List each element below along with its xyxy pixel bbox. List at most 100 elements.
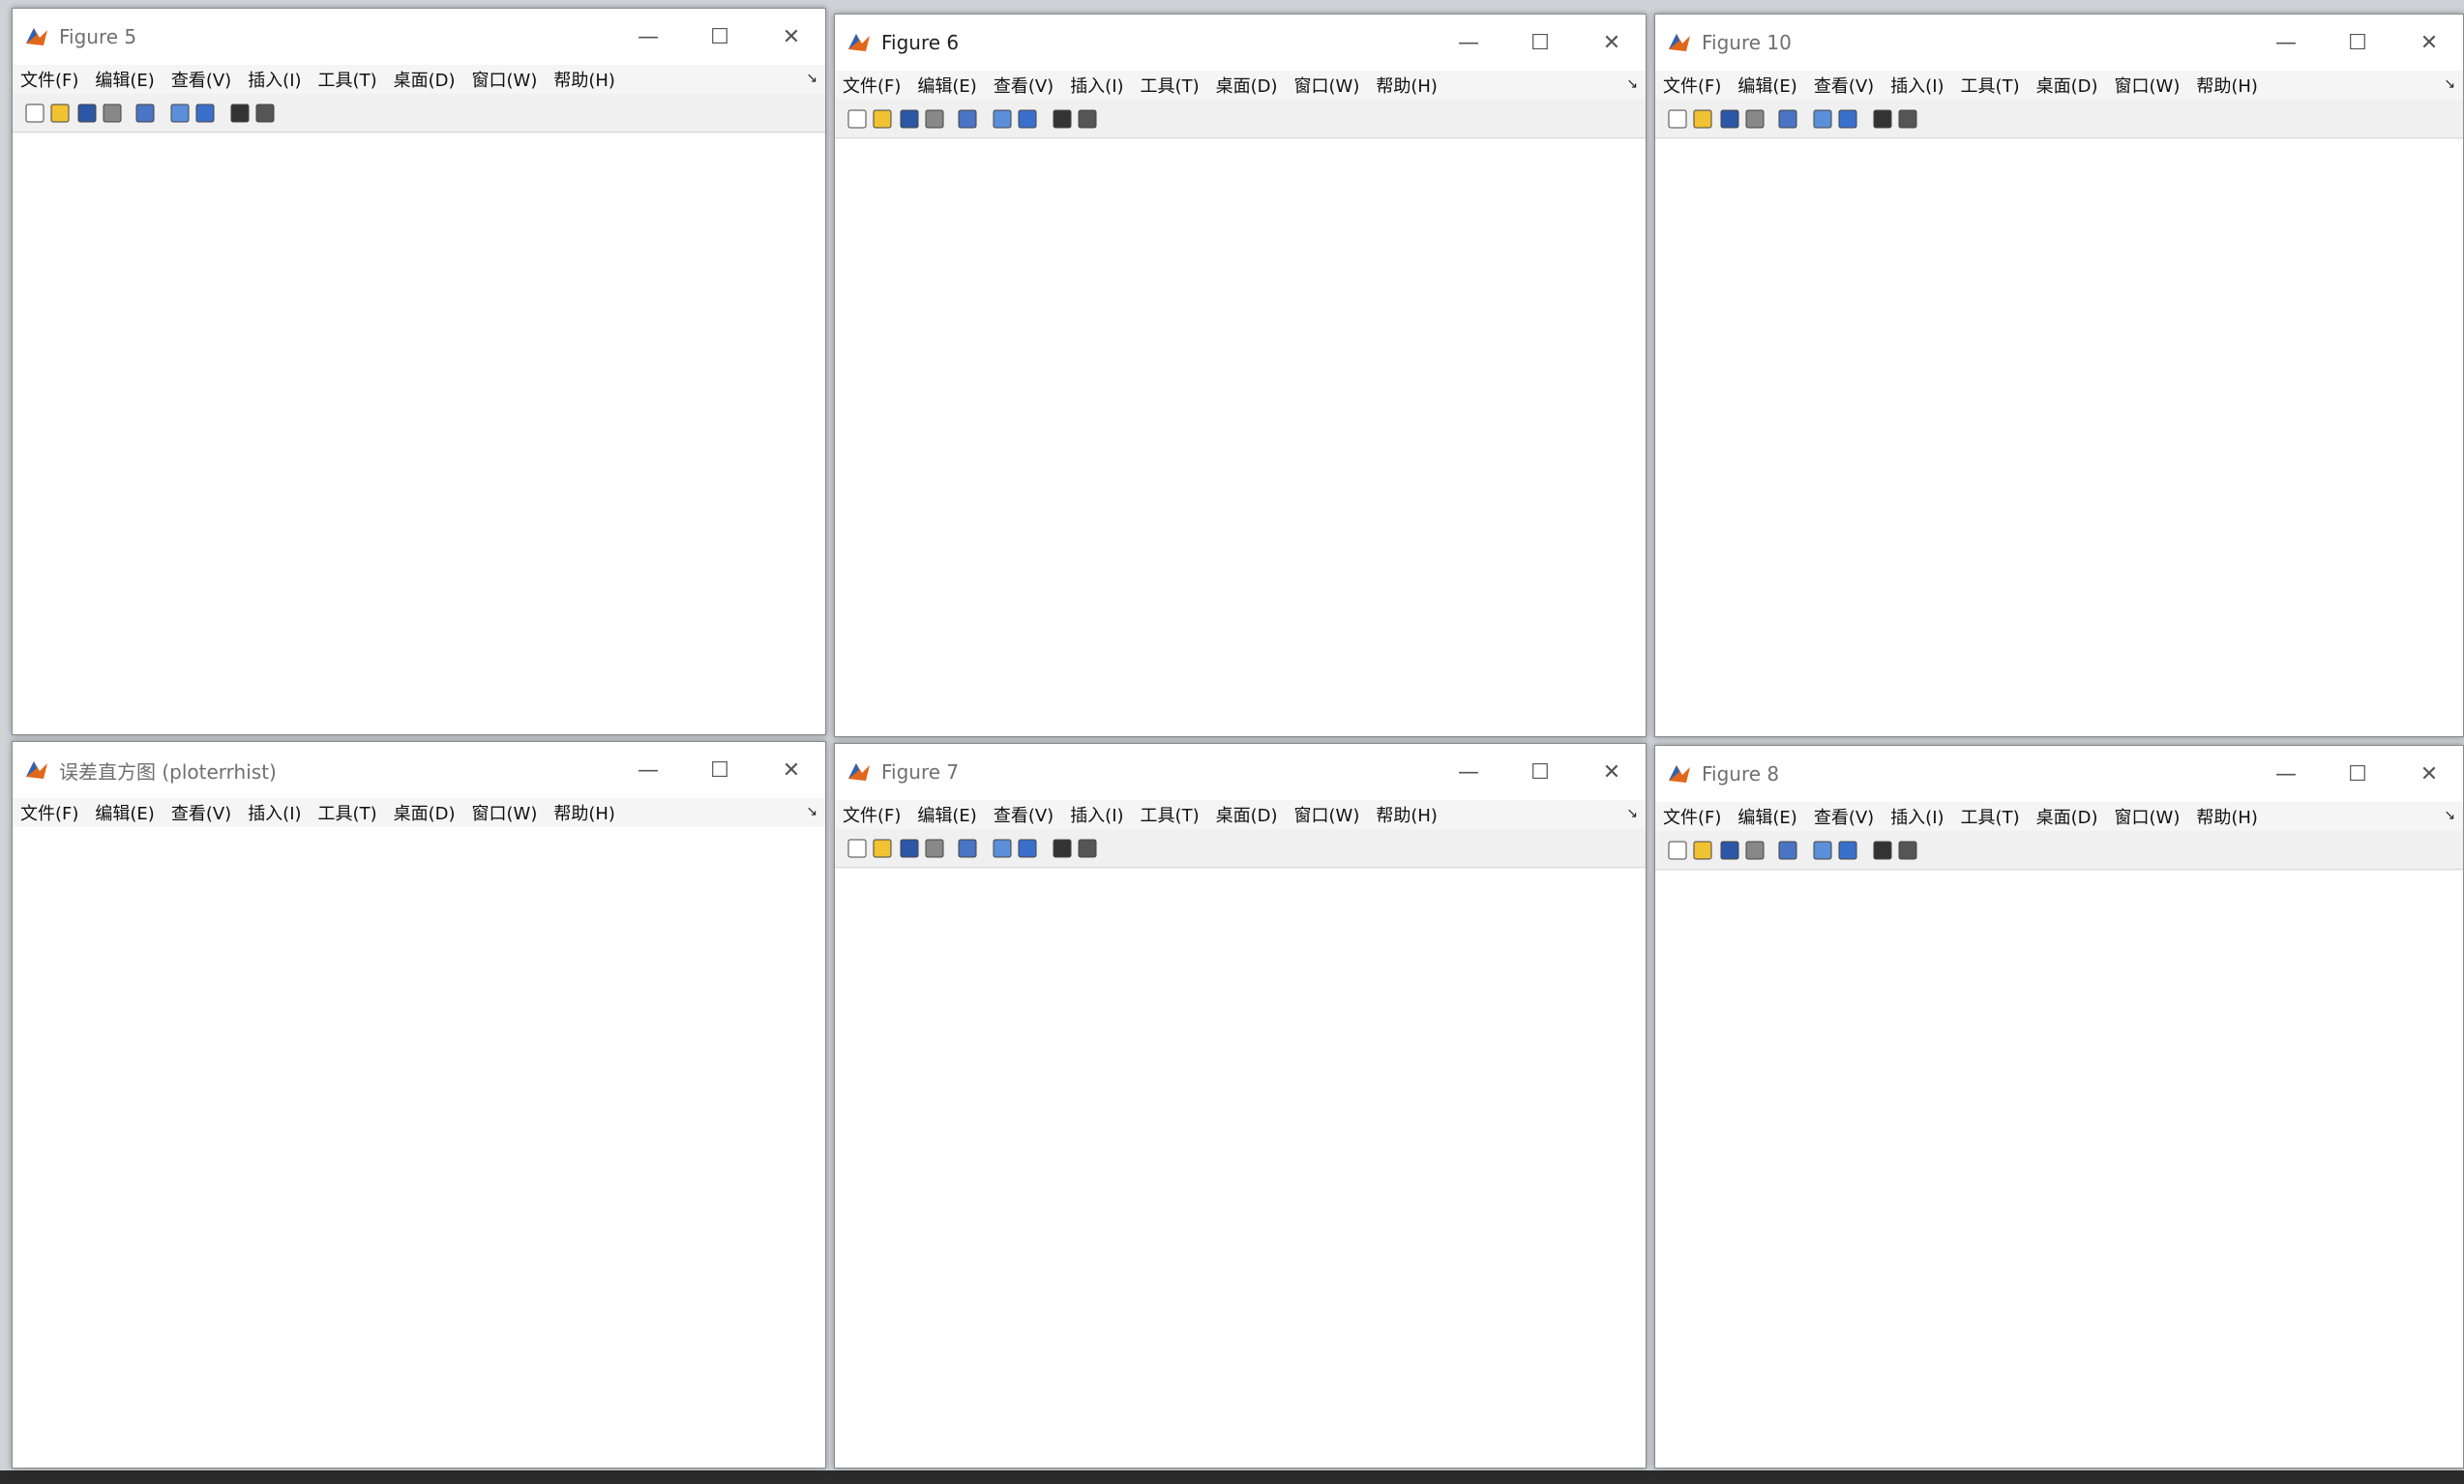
menu-item-5[interactable]: 桌面(D) (2035, 808, 2098, 828)
menu-item-0[interactable]: 文件(F) (1663, 808, 1722, 828)
menu-item-3[interactable]: 插入(I) (1890, 808, 1944, 828)
menu-item-2[interactable]: 查看(V) (993, 806, 1054, 826)
colorbar-icon[interactable] (1810, 838, 1835, 863)
minimize-button[interactable]: — (1458, 30, 1479, 55)
close-button[interactable]: ✕ (1602, 759, 1621, 785)
menu-item-6[interactable]: 窗口(W) (471, 804, 538, 824)
menu-item-1[interactable]: 编辑(E) (95, 71, 155, 91)
maximize-button[interactable]: ☐ (2348, 761, 2367, 787)
menu-item-6[interactable]: 窗口(W) (2114, 808, 2181, 828)
maximize-button[interactable]: ☐ (710, 24, 729, 49)
menu-overflow-arrow-icon[interactable]: ↘ (1626, 76, 1638, 92)
menu-item-5[interactable]: 桌面(D) (393, 71, 456, 91)
property-editor-icon[interactable] (252, 101, 278, 126)
menu-item-1[interactable]: 编辑(E) (1737, 76, 1797, 97)
menu-item-6[interactable]: 窗口(W) (471, 71, 538, 91)
new-file-icon[interactable] (845, 836, 870, 861)
close-button[interactable]: ✕ (2419, 30, 2439, 55)
menu-item-4[interactable]: 工具(T) (317, 71, 377, 91)
minimize-button[interactable]: — (1458, 759, 1479, 785)
figure7-titlebar[interactable]: 训练集效果图R2c=0.97864 RMSEC=0.51371024681012… (835, 744, 1646, 1352)
menu-item-7[interactable]: 帮助(H) (2196, 76, 2258, 97)
menu-item-2[interactable]: 查看(V) (993, 76, 1054, 97)
maximize-button[interactable]: ☐ (1530, 30, 1550, 55)
menu-item-4[interactable]: 工具(T) (1960, 808, 2020, 828)
menu-overflow-arrow-icon[interactable]: ↘ (1626, 806, 1638, 821)
pointer-icon[interactable] (1050, 836, 1075, 861)
new-file-icon[interactable] (845, 106, 870, 132)
menu-item-2[interactable]: 查看(V) (170, 71, 232, 91)
property-editor-icon[interactable] (1895, 106, 1920, 132)
print-icon[interactable] (1742, 106, 1767, 132)
open-folder-icon[interactable] (870, 836, 895, 861)
pointer-icon[interactable] (1870, 838, 1895, 863)
figure10-titlebar[interactable]: 所有样本拟合预测图R2p=0.93965 RMSEP=0.48796024681… (1655, 15, 2463, 623)
pointer-icon[interactable] (227, 101, 252, 126)
histogram-titlebar[interactable]: 具有 20 个 bin 的误差直方图01020304050-1.654-1.49… (13, 742, 825, 1449)
menu-item-0[interactable]: 文件(F) (20, 71, 79, 91)
minimize-button[interactable]: — (638, 757, 659, 783)
menu-overflow-arrow-icon[interactable]: ↘ (2444, 76, 2455, 92)
figure8-titlebar[interactable]: 测试集效果图R2p=0.90067 RMSEP=0.46222012345678… (1655, 746, 2463, 1354)
save-icon[interactable] (1717, 838, 1742, 863)
legend-icon[interactable] (1835, 838, 1860, 863)
figure6-titlebar[interactable]: 测试集预测误差050100150200250300-2-1.5-1-0.500.… (835, 15, 1646, 622)
menu-item-7[interactable]: 帮助(H) (2196, 808, 2258, 828)
close-button[interactable]: ✕ (782, 24, 801, 49)
maximize-button[interactable]: ☐ (2348, 30, 2367, 55)
menu-item-3[interactable]: 插入(I) (1070, 806, 1124, 826)
minimize-button[interactable]: — (638, 24, 659, 49)
minimize-button[interactable]: — (2275, 761, 2297, 787)
property-editor-icon[interactable] (1895, 838, 1920, 863)
pointer-icon[interactable] (1870, 106, 1895, 132)
pointer-icon[interactable] (1050, 106, 1075, 132)
print-icon[interactable] (922, 836, 947, 861)
menu-item-0[interactable]: 文件(F) (843, 806, 902, 826)
open-folder-icon[interactable] (870, 106, 895, 132)
menu-overflow-arrow-icon[interactable]: ↘ (2444, 808, 2455, 823)
menu-item-6[interactable]: 窗口(W) (1293, 806, 1360, 826)
new-file-icon[interactable] (1665, 106, 1690, 132)
property-editor-icon[interactable] (1075, 836, 1100, 861)
legend-icon[interactable] (193, 101, 218, 126)
menu-item-3[interactable]: 插入(I) (248, 804, 302, 824)
close-button[interactable]: ✕ (1602, 30, 1621, 55)
menu-item-3[interactable]: 插入(I) (248, 71, 302, 91)
menu-item-5[interactable]: 桌面(D) (1215, 806, 1278, 826)
menu-overflow-arrow-icon[interactable]: ↘ (806, 804, 817, 819)
menu-item-4[interactable]: 工具(T) (1140, 806, 1200, 826)
menu-overflow-arrow-icon[interactable]: ↘ (806, 71, 817, 86)
menu-item-2[interactable]: 查看(V) (1813, 808, 1875, 828)
menu-item-5[interactable]: 桌面(D) (393, 804, 456, 824)
menu-item-7[interactable]: 帮助(H) (1376, 76, 1438, 97)
colorbar-icon[interactable] (167, 101, 193, 126)
menu-item-7[interactable]: 帮助(H) (553, 71, 615, 91)
menu-item-0[interactable]: 文件(F) (20, 804, 79, 824)
link-icon[interactable] (955, 836, 980, 861)
print-icon[interactable] (922, 106, 947, 132)
menu-item-1[interactable]: 编辑(E) (95, 804, 155, 824)
save-icon[interactable] (74, 101, 100, 126)
menu-item-1[interactable]: 编辑(E) (917, 806, 977, 826)
menu-item-5[interactable]: 桌面(D) (2035, 76, 2098, 97)
print-icon[interactable] (100, 101, 125, 126)
legend-icon[interactable] (1015, 836, 1040, 861)
print-icon[interactable] (1742, 838, 1767, 863)
legend-icon[interactable] (1015, 106, 1040, 132)
open-folder-icon[interactable] (47, 101, 73, 126)
open-folder-icon[interactable] (1690, 106, 1715, 132)
property-editor-icon[interactable] (1075, 106, 1100, 132)
menu-item-0[interactable]: 文件(F) (843, 76, 902, 97)
menu-item-3[interactable]: 插入(I) (1070, 76, 1124, 97)
close-button[interactable]: ✕ (782, 757, 801, 783)
new-file-icon[interactable] (22, 101, 47, 126)
open-folder-icon[interactable] (1690, 838, 1715, 863)
menu-item-7[interactable]: 帮助(H) (1376, 806, 1438, 826)
colorbar-icon[interactable] (1810, 106, 1835, 132)
menu-item-4[interactable]: 工具(T) (1140, 76, 1200, 97)
menu-item-1[interactable]: 编辑(E) (917, 76, 977, 97)
link-icon[interactable] (1775, 838, 1800, 863)
legend-icon[interactable] (1835, 106, 1860, 132)
figure5-titlebar[interactable]: 测试集预测结果对比(R2 =0.90067 RMSE= 0.46222 MSE=… (13, 9, 825, 628)
menu-item-4[interactable]: 工具(T) (317, 804, 377, 824)
